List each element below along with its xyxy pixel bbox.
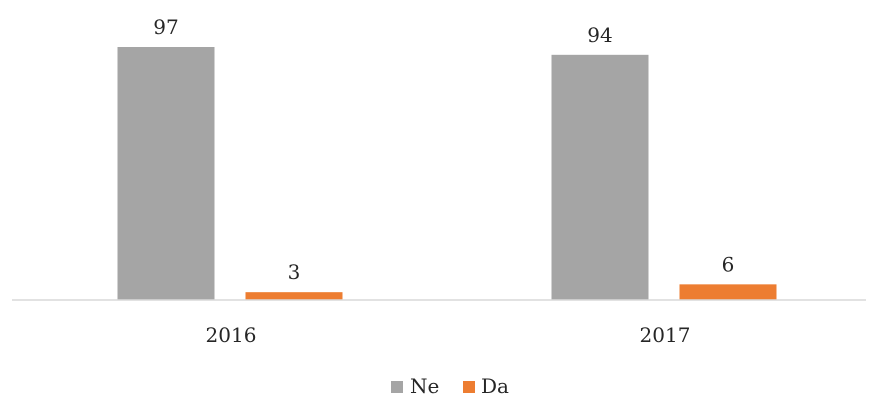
x-tick-labels: 2016 2017 [206,323,691,347]
data-label-ne-2016: 97 [153,15,178,39]
legend-label-ne: Ne [410,374,439,398]
bar-da-2016 [245,292,343,300]
data-label-da-2016: 3 [288,260,301,284]
bar-ne-2016 [117,47,215,300]
bars-group [117,47,777,301]
x-tick-label-2017: 2017 [640,323,691,347]
legend-swatch-ne [391,381,403,393]
bar-da-2017 [679,284,777,300]
data-label-ne-2017: 94 [587,23,612,47]
data-label-da-2017: 6 [722,252,735,276]
legend-swatch-da [463,381,475,393]
legend-label-da: Da [481,374,509,398]
x-tick-label-2016: 2016 [206,323,257,347]
legend: Ne Da [391,374,509,398]
data-labels-group: 97 3 94 6 [153,15,734,284]
bar-ne-2017 [551,54,649,301]
